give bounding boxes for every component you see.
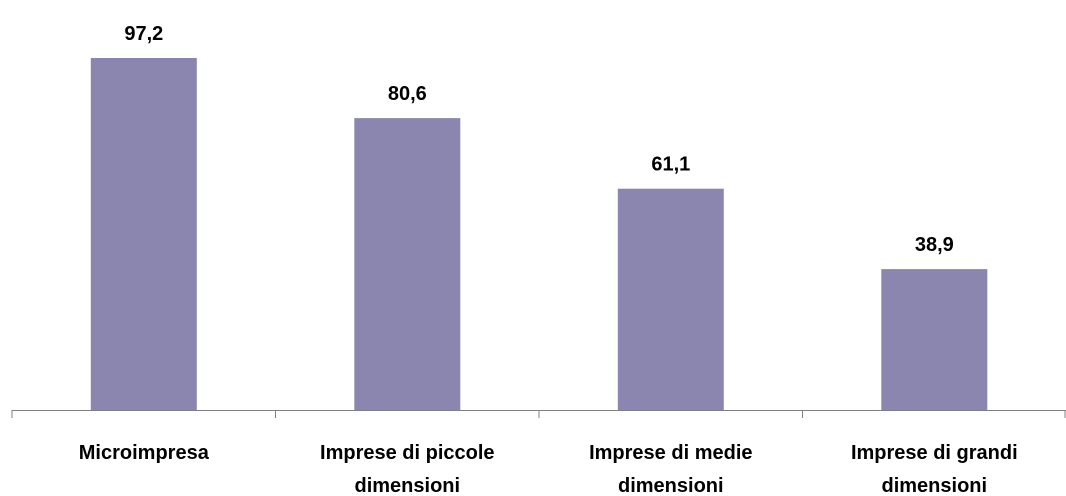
category-labels-group: Microimpresa Imprese di piccole dimensioni… bbox=[79, 442, 1018, 496]
x-axis bbox=[11, 410, 1066, 418]
bars-group bbox=[90, 58, 988, 410]
category-label-4: Imprese di grandi dimensioni bbox=[851, 442, 1018, 496]
value-labels-group: 97,2 80,6 61,1 38,9 bbox=[124, 23, 953, 256]
bar-4 bbox=[881, 269, 988, 410]
bar-1 bbox=[90, 58, 197, 410]
category-label-1: Microimpresa bbox=[79, 442, 210, 464]
bar-2 bbox=[354, 118, 461, 410]
category-label-3: Imprese di medie dimensioni bbox=[589, 442, 752, 496]
category-label-2: Imprese di piccole dimensioni bbox=[320, 442, 495, 496]
value-label-2: 80,6 bbox=[388, 83, 427, 105]
value-label-1: 97,2 bbox=[124, 23, 163, 45]
value-label-3: 61,1 bbox=[651, 154, 690, 176]
bar-3 bbox=[617, 188, 724, 410]
value-label-4: 38,9 bbox=[915, 234, 954, 256]
